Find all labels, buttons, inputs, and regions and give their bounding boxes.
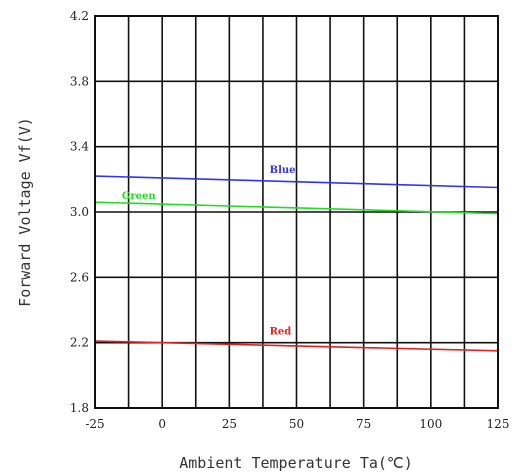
x-tick-label: 25 (222, 417, 237, 431)
x-tick-label: 125 (487, 417, 510, 431)
x-tick-label: 100 (419, 417, 442, 431)
series-label-green: Green (122, 191, 157, 202)
x-axis-title: Ambient Temperature Ta(℃) (179, 454, 413, 472)
y-tick-label: 3.4 (70, 140, 89, 154)
series-line-red (94, 340, 499, 352)
y-axis-title: Forward Voltage Vf(V) (16, 117, 34, 307)
plot-border (94, 15, 499, 409)
y-tick-label: 3.8 (70, 74, 89, 88)
y-tick-label: 2.6 (70, 270, 89, 284)
x-axis-ticks: -25 0 25 50 75 100 125 (85, 417, 509, 431)
series-line-blue (94, 175, 499, 189)
x-tick-label: 75 (356, 417, 371, 431)
x-tick-label: 0 (158, 417, 166, 431)
x-tick-label: 50 (289, 417, 304, 431)
series-line-green (94, 201, 499, 215)
y-tick-label: 1.8 (70, 401, 89, 415)
series-labels: Blue Green Red (122, 165, 296, 338)
plot-frame (94, 15, 499, 409)
series-label-blue: Blue (270, 165, 296, 176)
series-group (94, 175, 499, 352)
y-tick-label: 3.0 (70, 205, 89, 219)
y-axis-ticks: 1.8 2.2 2.6 3.0 3.4 3.8 4.2 (70, 9, 89, 415)
y-tick-label: 2.2 (70, 336, 89, 350)
series-label-red: Red (270, 327, 292, 338)
x-tick-label: -25 (85, 417, 104, 431)
y-tick-label: 4.2 (70, 9, 89, 23)
